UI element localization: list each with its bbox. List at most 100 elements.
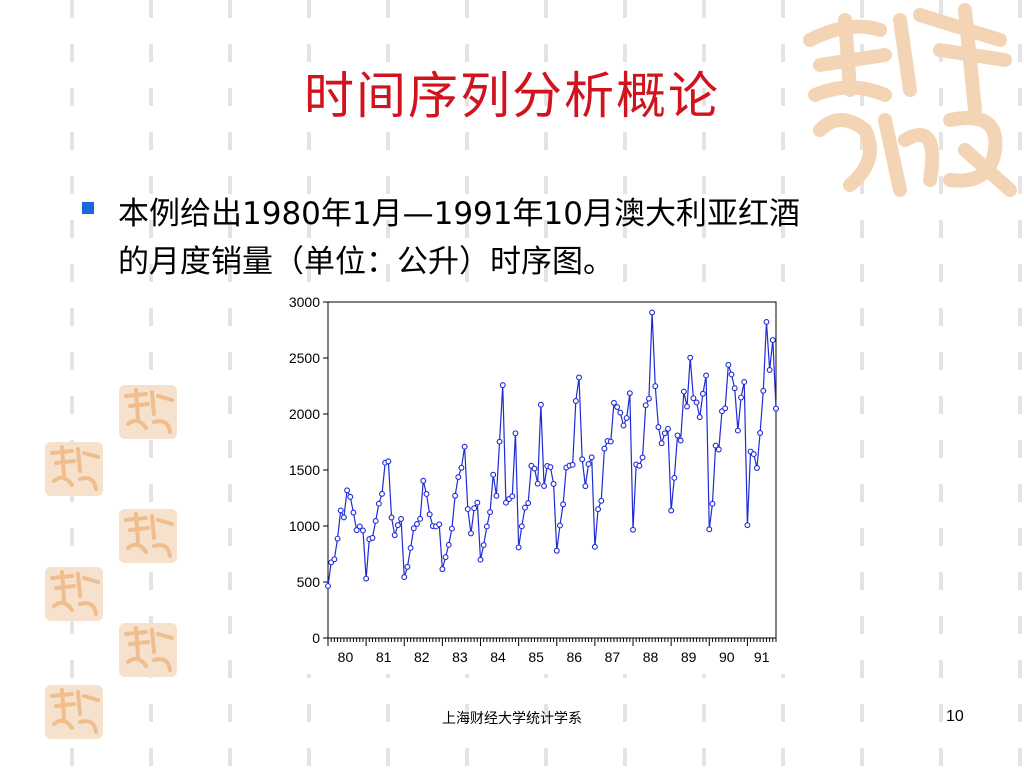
data-point [680,388,687,395]
data-point [439,566,446,573]
data-point [464,506,471,513]
decorative-seal [45,442,103,496]
data-point [553,547,560,554]
data-point [665,425,671,432]
data-point [639,454,646,461]
data-point [344,487,351,494]
y-tick-label: 500 [297,574,321,590]
x-tick-label: 80 [338,649,354,665]
x-tick-label: 83 [452,649,468,665]
data-point [591,543,598,550]
data-point [728,371,735,378]
data-point [337,507,344,514]
decorative-seal [119,385,177,439]
data-point [414,521,420,527]
data-point [696,414,703,421]
data-point [490,471,497,478]
data-point [480,542,487,548]
data-point [744,522,751,529]
data-point [642,402,649,409]
wine-sales-chart: 0 500 1000 1500 2000 2500 3000 80 81 82 83 84 85 86 87… [266,288,786,674]
data-point [512,430,519,437]
data-point [636,462,643,469]
data-point [379,490,385,497]
data-point [531,465,538,472]
data-point [757,429,764,436]
y-tick-label: 3000 [289,294,320,310]
data-point [617,409,624,416]
data-point [452,492,459,499]
data-point [398,515,405,522]
data-point [684,403,690,410]
data-point [655,424,662,431]
data-point [601,445,608,452]
data-point [725,361,732,368]
x-tick-label: 90 [719,649,735,665]
y-tick-label: 1000 [289,518,320,534]
x-tick-label: 84 [490,649,506,665]
footer-institution: 上海财经大学统计学系 [442,711,582,727]
data-point [760,387,767,394]
data-point [502,499,509,506]
data-point [766,367,773,373]
data-point [585,461,592,468]
data-point [712,442,719,449]
x-tick-label: 86 [566,649,582,665]
data-point [442,554,449,561]
data-point [347,493,354,500]
x-tick-label: 85 [528,649,544,665]
data-point [588,454,595,461]
data-point [404,563,411,570]
data-point [496,438,503,445]
line-chart: 0 500 1000 1500 2000 2500 3000 80 81 82 83 84 85 86 87… [289,294,779,665]
data-point [388,514,395,521]
data-point [722,405,729,412]
x-tick-label: 82 [414,649,430,665]
y-tick-label: 2000 [289,406,320,422]
decorative-seal [119,623,177,677]
data-point [487,509,493,516]
data-point [620,422,627,429]
data-point [372,518,379,524]
data-point [763,318,770,325]
decorative-seal [45,567,103,621]
data-point [658,440,665,447]
bullet-text: 本例给出1980年1月—1991年10月澳大利亚红酒 的月度销量（单位：公升）时… [118,190,958,286]
data-point [474,499,481,506]
y-tick-label: 2500 [289,350,320,366]
data-point [461,443,468,450]
data-point [738,394,744,401]
data-point [623,415,630,421]
data-point [420,477,427,484]
data-point [493,492,500,499]
data-point [391,532,398,539]
data-point [614,404,621,411]
data-point [325,583,331,589]
data-point [560,501,567,508]
data-point [661,430,668,437]
data-point [436,521,443,528]
data-point [703,372,710,379]
data-point [734,427,741,434]
data-point [458,464,465,471]
data-point [356,523,363,530]
data-point [518,523,525,530]
bullet-square-icon [82,202,94,214]
data-point [410,525,417,532]
data-point [334,535,341,542]
data-point [426,511,433,518]
data-point [537,401,544,408]
data-point [572,398,579,404]
decorative-seal [45,685,103,739]
data-point [769,337,776,344]
data-point [353,527,360,534]
data-point [525,500,532,506]
data-point [556,522,563,529]
data-point [671,474,678,481]
data-point [611,399,617,406]
data-point [649,309,656,316]
data-point [579,456,586,463]
data-point [709,500,716,507]
data-point [340,514,347,521]
data-point [455,474,462,481]
